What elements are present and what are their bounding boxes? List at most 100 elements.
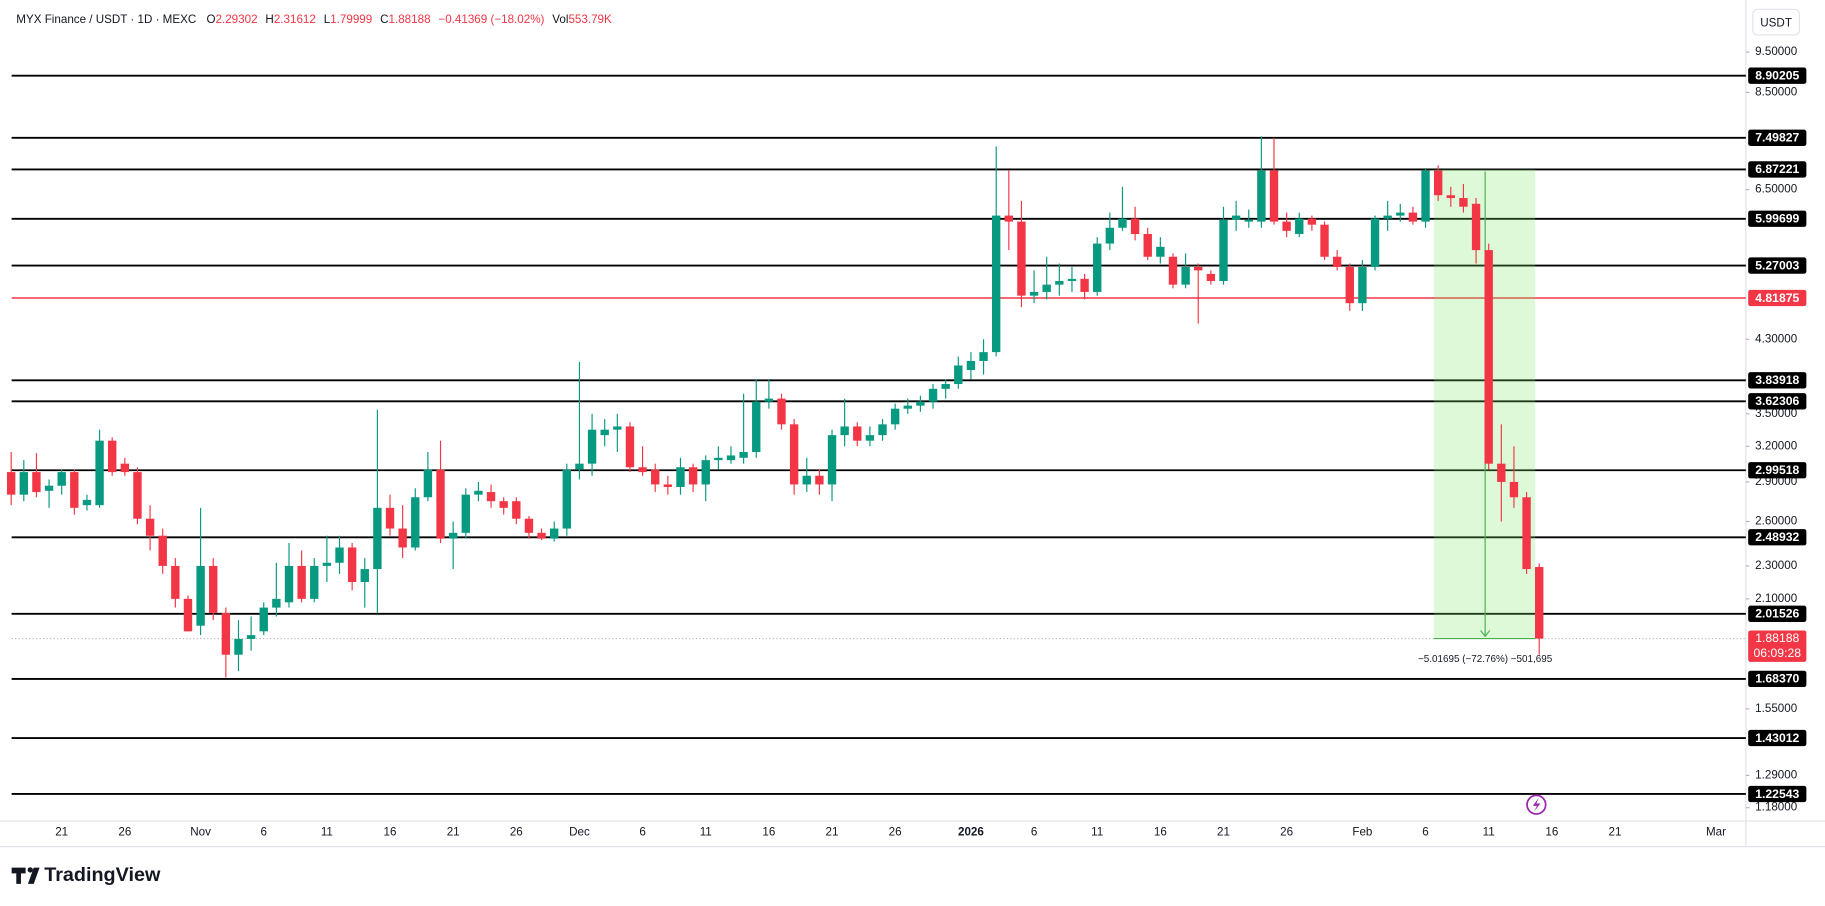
brand-dot[interactable] [27,867,33,873]
brand-logo[interactable]: TradingView [11,864,161,886]
level-tag [1748,210,1807,227]
x-tick-label: 21 [1217,826,1230,839]
x-tick-label: 6 [1031,826,1037,839]
currency-box[interactable] [1752,8,1800,36]
candle-body [1219,219,1228,282]
level-tag-label: 2.48932 [1755,530,1799,544]
candle-body [651,469,660,485]
candle-body [853,426,862,441]
candle-body [701,460,710,485]
level-tag-label: 3.83918 [1755,373,1799,387]
x-tick-label: 21 [447,826,460,839]
candle-body [70,472,79,508]
candle-body [524,518,534,533]
candle-body [789,424,799,485]
candle-body [625,426,635,468]
price-axis: 9.50000 8.50000 6.50000 4.30000 3.50000 3.200… [1745,45,1807,814]
change: −0.41369 (−18.02%) [438,13,544,26]
countdown-label: 06:09:28 [1754,646,1802,660]
level-tag [1748,129,1807,146]
x-tick-label: 2026 [958,826,984,839]
candle-body [1497,463,1506,482]
level-tag [1748,161,1807,178]
level-tag-label: 6.87221 [1755,162,1799,176]
candle-body [764,398,774,402]
candle-body [1295,218,1304,235]
alert-icon[interactable] [1526,794,1547,815]
low-name: L [324,13,331,26]
y-tick-label: 3.20000 [1755,439,1798,452]
candle-body [1130,218,1140,235]
candle-body [1181,266,1190,285]
candle-body [221,612,231,655]
candle-body [1042,284,1051,292]
open-value: 2.29302 [216,13,258,26]
candle-body [979,352,988,361]
brand-mark[interactable] [11,867,40,884]
candle-body [714,457,723,461]
candle-body [196,565,205,626]
x-tick-label: Feb [1352,826,1372,839]
y-tick-label: 1.55000 [1755,702,1798,715]
currency-label[interactable]: USDT [1760,16,1792,29]
high-name: H [265,13,273,26]
candle-body [890,408,900,425]
currency-button[interactable]: USDT [1752,8,1800,36]
x-tick-label: Mar [1706,826,1726,839]
candle-body [562,469,572,529]
candle-body [1535,567,1544,639]
level-tag-label: 1.68370 [1755,672,1799,686]
level-tag [1748,670,1807,688]
candle-body [1055,281,1064,285]
candle-body [284,565,294,603]
candle-body [385,507,395,529]
candle-body [461,494,470,533]
candle-body [928,388,938,402]
candle-body [752,401,761,452]
level-tag [1748,67,1807,84]
brand-name[interactable]: TradingView [44,864,161,886]
candle-body [1320,224,1329,257]
candles [6,136,1544,678]
candle-body [954,365,963,385]
level-tag [1748,393,1807,410]
measure-label: −5.01695 (−72.76%) −501,695 [1418,654,1553,665]
candle-body [1370,218,1380,267]
candle-body [1004,215,1014,222]
level-tag [1748,289,1807,307]
y-tick-label: 6.50000 [1755,183,1798,196]
y-tick-label: 2.30000 [1755,559,1798,572]
candle-body [373,507,382,570]
candle-body [499,501,508,508]
candle-body [1080,278,1089,292]
close-value: 1.88188 [389,13,431,26]
candle-body [335,547,344,563]
candle-body [1421,170,1430,222]
x-tick-label: Dec [569,826,590,839]
candle-body [840,426,849,436]
candle-body [19,472,28,495]
levels [11,74,1746,795]
x-tick-label: 6 [639,826,645,839]
candle-body [991,215,1001,353]
candle-body [234,638,243,655]
volume-name: Vol [552,13,568,26]
candle-body [95,440,104,506]
candle-body [1332,256,1342,267]
level-tag-label: 1.22543 [1755,787,1799,801]
candle-body [272,598,281,608]
level-tag-label: 8.90205 [1755,68,1799,82]
candle-body [1396,212,1405,216]
candle-body [1269,170,1279,222]
x-tick-label: 16 [1545,826,1558,839]
candle-body [1471,203,1481,251]
x-tick-label: 26 [510,826,523,839]
level-tag [1748,529,1807,546]
candle-body [903,405,912,409]
candle-body [865,435,875,441]
candle-body [966,360,976,371]
level-tag-label: 2.01526 [1755,607,1799,621]
alert-bolt[interactable] [1532,797,1541,812]
close-name: C [380,13,388,26]
open-name: O [206,13,215,26]
